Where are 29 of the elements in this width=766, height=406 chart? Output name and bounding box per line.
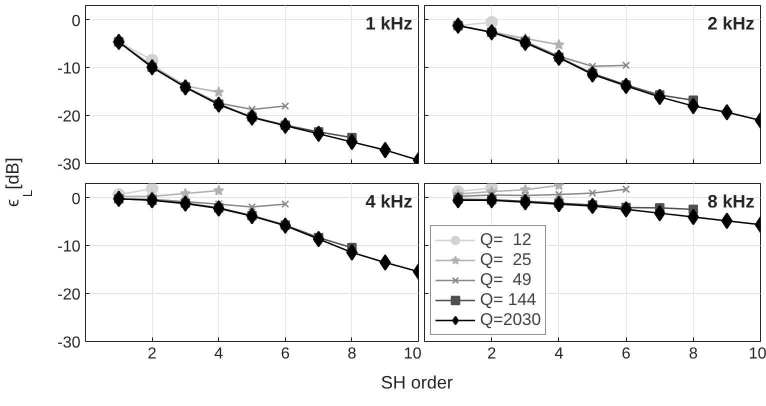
x-tick-label: 10 — [404, 346, 422, 362]
x-tick-label: 2 — [487, 346, 496, 362]
text: 8 kHz — [707, 192, 755, 212]
text: 2 kHz — [707, 14, 755, 34]
y-tick-label: 0 — [72, 12, 81, 30]
x-tick-label: 4 — [214, 346, 224, 362]
y-tick-label: -20 — [57, 286, 81, 304]
x-tick-label: 8 — [688, 346, 698, 362]
legend-label: Q= 12 — [480, 230, 532, 250]
legend-label: Q=2030 — [480, 310, 541, 330]
x-tick-label: 2 — [148, 346, 157, 362]
x-tick-label: 6 — [280, 346, 290, 362]
legend-label: Q= 49 — [480, 270, 532, 290]
x-tick-label: 10 — [748, 346, 766, 362]
y-axis-title: ϵL [dB] — [2, 157, 35, 207]
x-tick-label: 8 — [347, 346, 356, 362]
x-tick-label: 6 — [622, 346, 631, 362]
text: 4 kHz — [365, 192, 413, 212]
y-tick-label: -10 — [57, 238, 81, 256]
x-axis-title: SH order — [380, 372, 453, 392]
legend-label: Q= 25 — [480, 250, 532, 270]
legend-label: Q= 144 — [480, 290, 536, 310]
y-tick-label: -10 — [57, 60, 81, 78]
x-tick-label: 4 — [554, 346, 564, 362]
y-tick-label: 0 — [72, 190, 81, 208]
y-tick-label: -30 — [57, 156, 81, 174]
text: 1 kHz — [365, 14, 413, 34]
y-tick-label: -30 — [57, 334, 81, 352]
y-tick-label: -20 — [57, 108, 81, 126]
